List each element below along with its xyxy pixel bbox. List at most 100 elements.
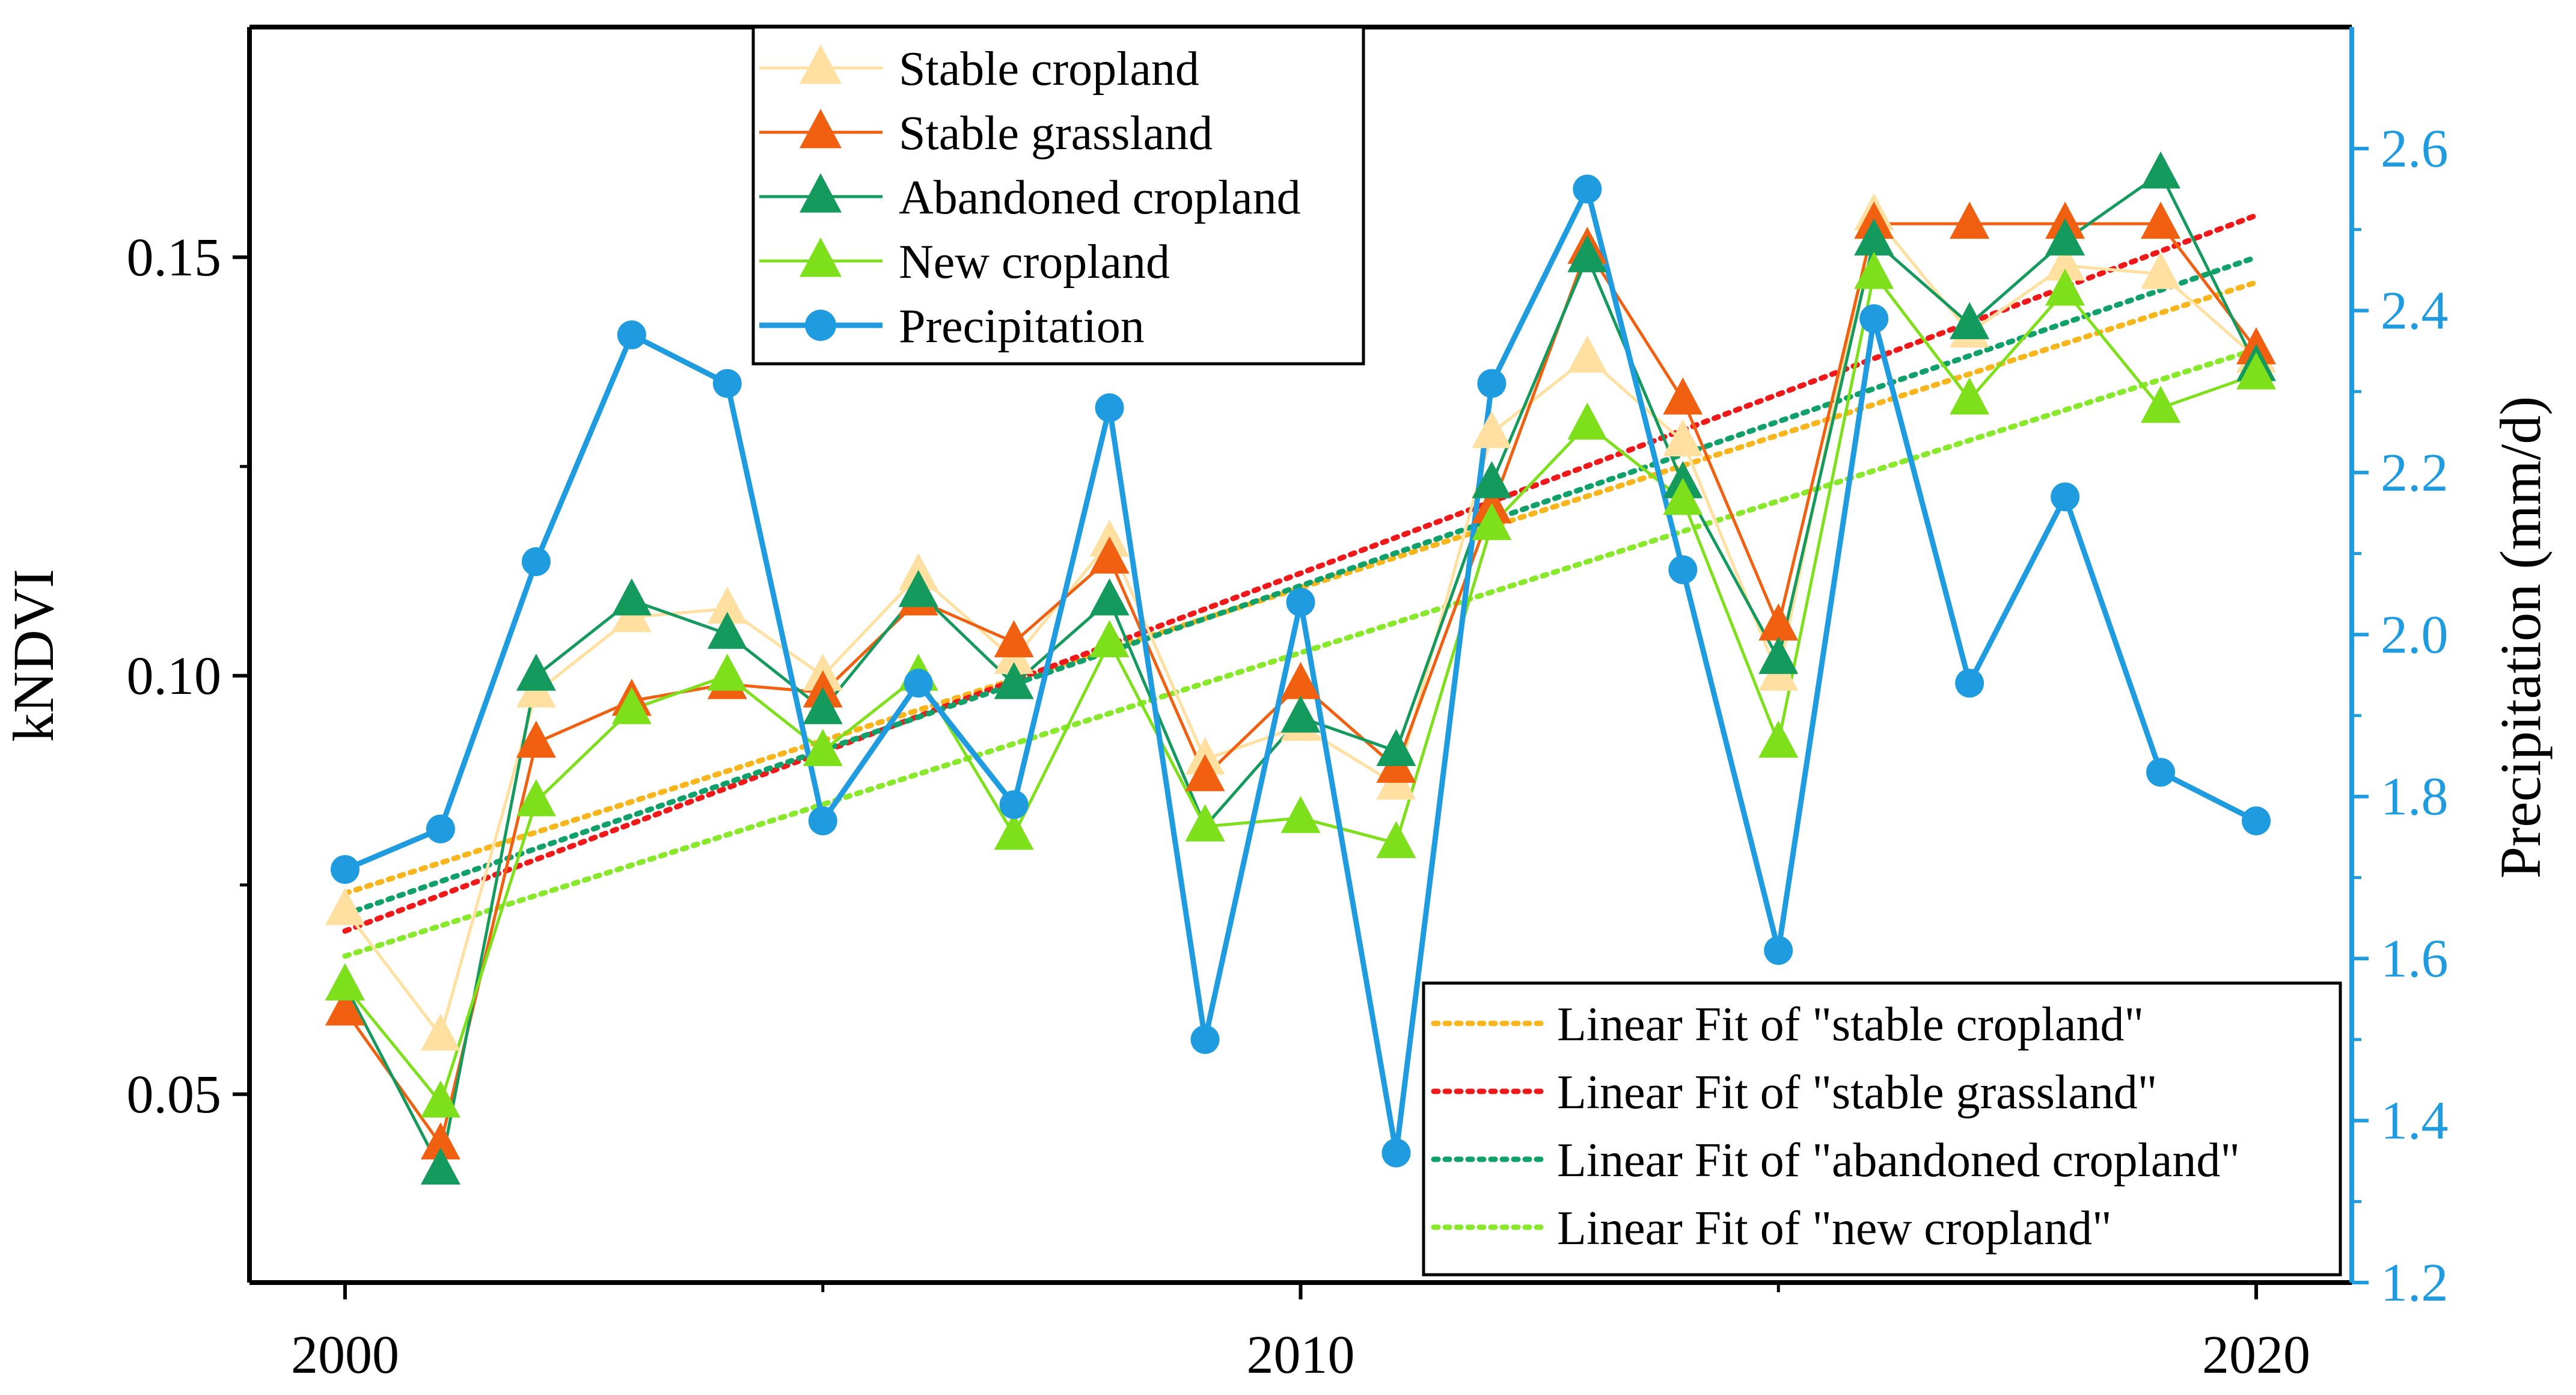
- y2-tick-label: 1.2: [2381, 1253, 2449, 1313]
- legend-label-precipitation: Precipitation: [899, 300, 1145, 353]
- data-point-stable-cropland: [2045, 243, 2085, 281]
- legend-bottom-box: [1422, 981, 2342, 1277]
- data-point-abandoned-cropland: [1280, 695, 1321, 733]
- data-point-abandoned-cropland: [1472, 461, 1512, 498]
- data-point-stable-cropland: [325, 888, 365, 925]
- data-point-precipitation: [1381, 1138, 1411, 1168]
- series-markers: [325, 151, 2277, 1185]
- fit-line: [342, 212, 2259, 934]
- data-point-stable-grassland: [516, 720, 556, 758]
- legend-swatch-marker-abandoned-cropland: [800, 173, 842, 213]
- data-point-precipitation: [521, 547, 551, 577]
- data-point-stable-grassland: [420, 1122, 460, 1160]
- data-point-stable-grassland: [1089, 536, 1130, 574]
- data-point-precipitation: [1859, 304, 1889, 333]
- legend-label-fit: Linear Fit of "stable grassland": [1557, 1066, 2157, 1119]
- data-point-stable-grassland: [1950, 201, 1990, 239]
- data-point-stable-cropland: [2141, 251, 2181, 289]
- data-point-precipitation: [1573, 174, 1602, 204]
- data-point-new-cropland: [1089, 620, 1130, 658]
- data-point-precipitation: [904, 669, 933, 698]
- x-tick-label: 2000: [291, 1325, 399, 1385]
- legend-bottom: Linear Fit of "stable cropland" Linear Fi…: [1422, 981, 2342, 1277]
- data-point-abandoned-cropland: [707, 612, 747, 649]
- data-point-stable-grassland: [1663, 377, 1703, 415]
- data-point-stable-grassland: [1185, 754, 1225, 791]
- data-point-new-cropland: [420, 1080, 460, 1118]
- legend-label-fit: Linear Fit of "stable cropland": [1557, 998, 2144, 1051]
- data-point-precipitation: [2146, 758, 2176, 787]
- data-point-precipitation: [2051, 482, 2080, 512]
- y2-tick-label: 2.4: [2381, 281, 2449, 340]
- data-point-new-cropland: [1663, 477, 1703, 515]
- data-point-abandoned-cropland: [516, 653, 556, 691]
- y2-tick-label: 2.0: [2381, 605, 2449, 664]
- data-point-abandoned-cropland: [1089, 578, 1130, 616]
- data-point-abandoned-cropland: [2045, 218, 2085, 256]
- data-point-abandoned-cropland: [898, 569, 938, 607]
- data-point-stable-cropland: [1567, 336, 1608, 373]
- y-tick-label: 0.15: [127, 228, 222, 287]
- legend-label-fit: Linear Fit of "abandoned cropland": [1557, 1134, 2240, 1187]
- data-point-precipitation: [1477, 369, 1507, 398]
- data-point-precipitation: [426, 814, 455, 844]
- data-point-new-cropland: [1758, 720, 1799, 758]
- data-point-precipitation: [2242, 806, 2271, 836]
- y2-tick-label: 1.6: [2381, 929, 2449, 989]
- data-point-new-cropland: [707, 653, 747, 691]
- data-point-abandoned-cropland: [420, 1147, 460, 1185]
- data-point-abandoned-cropland: [2141, 151, 2181, 189]
- x-tick-label: 2010: [1247, 1325, 1355, 1385]
- data-point-new-cropland: [803, 729, 843, 767]
- y-axis-title: kNDVI: [1, 569, 66, 742]
- data-point-precipitation: [330, 854, 359, 884]
- data-point-new-cropland: [611, 687, 652, 725]
- data-point-precipitation: [1668, 555, 1698, 584]
- legend-swatch-marker-precipitation: [805, 310, 836, 341]
- axis-ticks: 2000 2010 2020 0.05 0.10 0.15 1.2 1.4 1.6 1.8 2.0 2…: [127, 119, 2449, 1385]
- data-point-abandoned-cropland: [994, 661, 1034, 699]
- data-point-stable-cropland: [1663, 419, 1703, 456]
- data-point-stable-grassland: [994, 620, 1034, 658]
- y2-tick-label: 2.6: [2381, 119, 2449, 179]
- legend-label-abandoned-cropland: Abandoned cropland: [899, 171, 1301, 224]
- data-point-new-cropland: [2141, 385, 2181, 423]
- data-point-abandoned-cropland: [1950, 302, 1990, 340]
- y2-tick-label: 1.8: [2381, 767, 2449, 827]
- data-point-new-cropland: [1950, 377, 1990, 415]
- data-point-stable-grassland: [1758, 603, 1799, 641]
- data-point-precipitation: [808, 806, 837, 836]
- data-point-new-cropland: [1472, 503, 1512, 541]
- legend-label-fit: Linear Fit of "new cropland": [1557, 1202, 2112, 1255]
- y2-axis-title: Precipitation (mm/d): [2488, 396, 2553, 879]
- y-tick-label: 0.05: [127, 1065, 222, 1124]
- data-point-abandoned-cropland: [1376, 729, 1416, 767]
- legend-swatch-marker-stable-grassland: [800, 108, 842, 149]
- data-point-precipitation: [712, 369, 742, 398]
- data-point-stable-cropland: [1472, 411, 1512, 449]
- data-point-precipitation: [1286, 587, 1315, 617]
- data-point-precipitation: [617, 320, 646, 349]
- data-point-new-cropland: [1376, 821, 1416, 859]
- fit-line: [342, 254, 2259, 918]
- fit-line: [342, 346, 2259, 959]
- y2-tick-label: 1.4: [2381, 1091, 2449, 1151]
- data-point-new-cropland: [1567, 402, 1608, 440]
- y-tick-label: 0.10: [127, 646, 222, 706]
- data-point-stable-grassland: [1280, 661, 1321, 699]
- data-point-abandoned-cropland: [1854, 218, 1894, 256]
- data-point-new-cropland: [325, 963, 365, 1001]
- y2-tick-label: 2.2: [2381, 443, 2449, 503]
- legend-label-stable-grassland: Stable grassland: [899, 107, 1213, 160]
- legend-label-new-cropland: New cropland: [899, 236, 1170, 289]
- data-point-precipitation: [999, 790, 1029, 820]
- data-point-abandoned-cropland: [1758, 637, 1799, 674]
- data-point-new-cropland: [1185, 804, 1225, 842]
- data-point-stable-grassland: [2141, 201, 2181, 239]
- data-point-new-cropland: [516, 779, 556, 817]
- data-point-new-cropland: [1280, 796, 1321, 833]
- data-point-new-cropland: [994, 812, 1034, 850]
- data-point-stable-cropland: [420, 1013, 460, 1051]
- data-point-precipitation: [1190, 1025, 1220, 1054]
